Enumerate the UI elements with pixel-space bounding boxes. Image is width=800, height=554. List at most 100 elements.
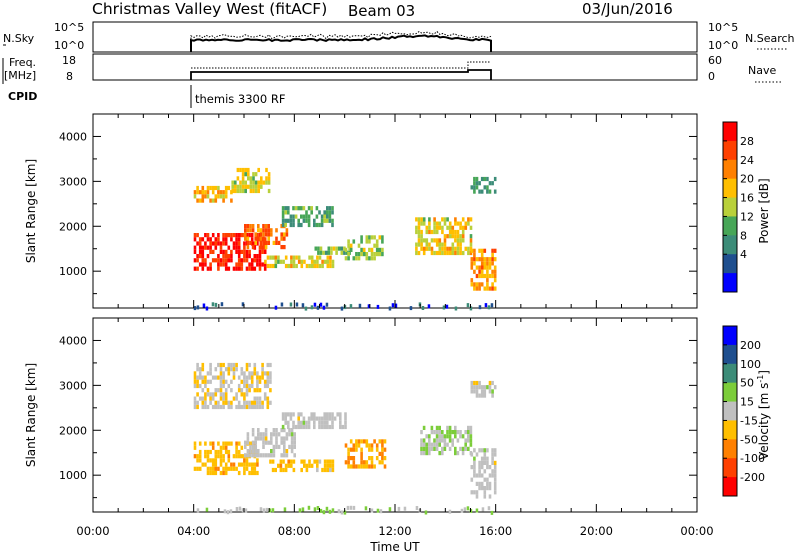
ground-scatter-cell xyxy=(313,302,317,307)
data-cell xyxy=(446,430,449,435)
data-cell xyxy=(245,392,249,397)
ground-scatter-cell xyxy=(316,506,320,510)
data-cell xyxy=(280,245,283,250)
data-cell xyxy=(310,210,313,215)
data-cell xyxy=(232,454,236,459)
data-cell xyxy=(331,467,335,473)
data-cell xyxy=(415,250,418,256)
data-cell xyxy=(262,232,265,237)
data-cell xyxy=(272,240,276,245)
ground-scatter-cell xyxy=(427,304,431,309)
data-cell xyxy=(428,217,431,222)
data-cell xyxy=(206,466,210,471)
data-cell xyxy=(480,460,484,465)
data-cell xyxy=(348,246,351,251)
data-cell xyxy=(430,446,434,451)
data-cell xyxy=(257,432,260,437)
data-cell xyxy=(317,246,320,251)
ground-scatter-cell xyxy=(409,306,413,311)
data-cell xyxy=(222,362,225,368)
data-cell xyxy=(313,416,316,421)
data-cell xyxy=(443,438,447,443)
data-cell xyxy=(292,263,296,269)
data-cell xyxy=(483,261,487,266)
data-cell xyxy=(464,438,467,443)
data-cell xyxy=(246,228,250,233)
data-cell xyxy=(253,362,257,368)
data-cell xyxy=(315,222,319,228)
data-cell xyxy=(344,420,347,425)
data-cell xyxy=(446,442,449,447)
data-cell xyxy=(295,263,298,269)
data-cell xyxy=(227,371,231,376)
data-cell xyxy=(284,263,288,269)
data-cell xyxy=(201,266,205,271)
data-cell xyxy=(302,416,306,421)
data-cell xyxy=(257,453,260,458)
data-cell xyxy=(245,400,249,405)
data-cell xyxy=(204,262,207,267)
data-cell xyxy=(222,237,225,242)
data-cell xyxy=(335,246,338,251)
data-cell xyxy=(227,258,231,263)
data-cell xyxy=(365,239,369,244)
data-cell xyxy=(193,379,197,384)
data-cell xyxy=(422,446,426,451)
data-cell xyxy=(244,167,247,173)
data-cell xyxy=(381,447,384,452)
data-cell xyxy=(370,247,374,252)
data-cell xyxy=(478,248,481,253)
data-cell xyxy=(248,249,251,254)
data-cell xyxy=(425,434,428,439)
data-cell xyxy=(224,392,228,397)
data-cell xyxy=(313,459,316,464)
data-cell xyxy=(266,263,270,269)
data-cell xyxy=(473,448,476,453)
data-cell xyxy=(344,416,347,421)
freq-tick-bottom: 8 xyxy=(66,70,73,83)
data-cell xyxy=(454,430,457,435)
data-cell xyxy=(415,246,418,251)
data-cell xyxy=(488,473,492,478)
ground-scatter-cell xyxy=(205,507,209,512)
data-cell xyxy=(300,459,303,464)
data-cell xyxy=(425,451,428,456)
data-cell xyxy=(248,233,251,238)
data-cell xyxy=(240,404,244,410)
data-cell xyxy=(222,371,225,376)
data-cell xyxy=(326,210,329,215)
data-cell xyxy=(365,460,369,465)
data-cell xyxy=(331,218,334,223)
ground-scatter-cell xyxy=(307,505,311,510)
data-cell xyxy=(480,385,484,390)
ground-scatter-cell xyxy=(301,303,305,308)
data-cell xyxy=(493,286,497,291)
data-cell xyxy=(370,256,374,261)
data-cell xyxy=(473,257,476,262)
data-cell xyxy=(219,458,223,463)
data-cell xyxy=(343,246,346,251)
data-cell xyxy=(206,371,210,376)
data-cell xyxy=(219,383,223,389)
data-cell xyxy=(467,438,470,443)
data-cell xyxy=(284,218,287,223)
data-cell xyxy=(201,388,205,393)
data-cell xyxy=(491,380,494,386)
nsearch-trace xyxy=(190,30,492,40)
data-cell xyxy=(243,241,246,246)
data-cell xyxy=(310,206,313,211)
data-cell xyxy=(347,451,350,456)
data-cell xyxy=(441,217,444,222)
data-cell xyxy=(234,180,237,185)
data-cell xyxy=(253,396,257,401)
data-cell xyxy=(303,459,306,464)
data-cell xyxy=(469,434,473,439)
data-cell xyxy=(488,380,492,386)
data-cell xyxy=(430,442,434,447)
data-cell xyxy=(473,252,476,258)
data-cell xyxy=(456,438,460,443)
data-cell xyxy=(193,371,197,376)
ground-scatter-cell xyxy=(205,306,209,311)
